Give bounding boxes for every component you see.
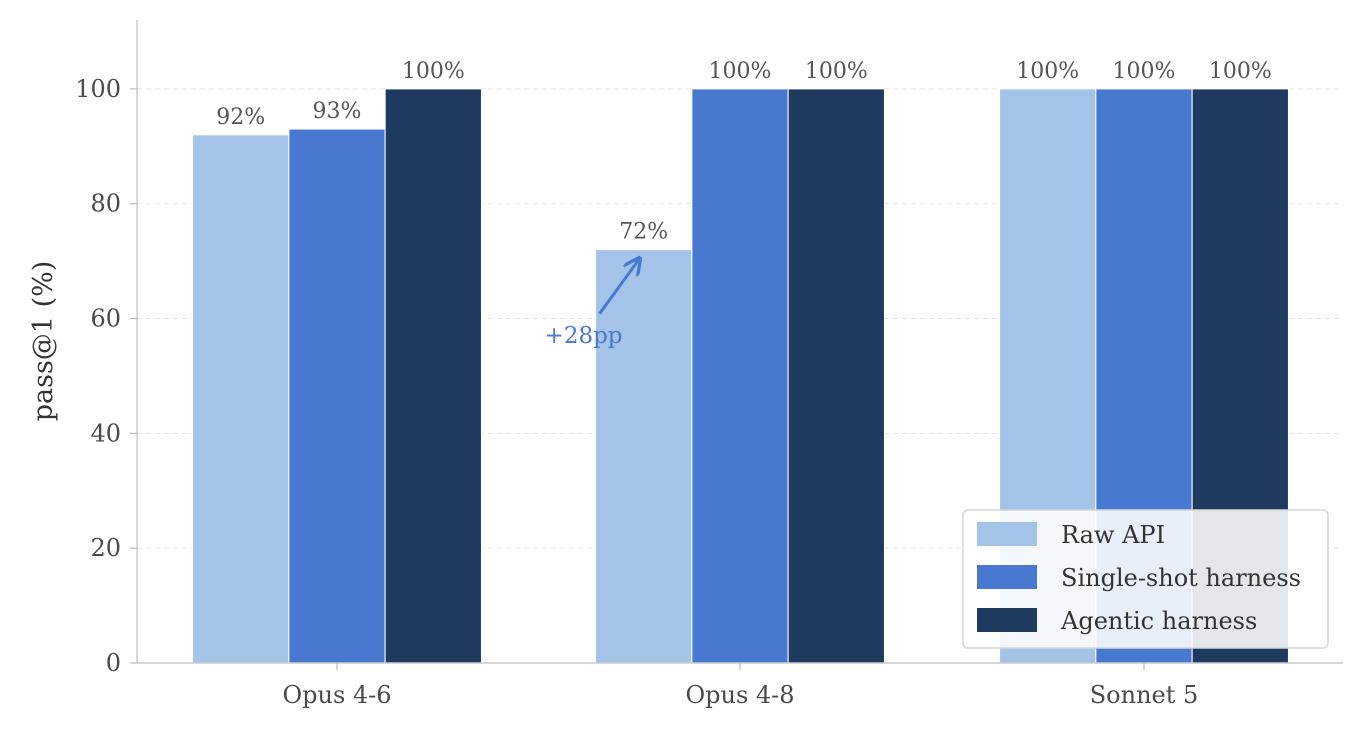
legend-entry-label: Agentic harness: [1060, 607, 1257, 635]
legend: Raw API Single-shot harness Agentic harnes…: [962, 509, 1329, 649]
legend-entry-label: Raw API: [1061, 521, 1165, 549]
x-tick-label: Sonnet 5: [1090, 681, 1199, 709]
y-tick-label: 80: [90, 190, 121, 218]
y-tick-label: 0: [106, 649, 121, 677]
bar: [288, 128, 386, 664]
bar-value-label: 100%: [805, 59, 868, 84]
bar: [384, 88, 482, 664]
x-tick-label: Opus 4-8: [685, 681, 794, 709]
bar-value-label: 93%: [313, 99, 362, 124]
y-tick-label: 20: [90, 534, 121, 562]
y-tick-label: 40: [90, 419, 121, 447]
x-tick-label: Opus 4-6: [282, 681, 391, 709]
annotation-arrow: [598, 260, 639, 315]
bar-value-label: 92%: [216, 105, 265, 130]
bar-value-label: 100%: [1113, 59, 1176, 84]
bar: [691, 88, 789, 664]
bar: [595, 249, 693, 664]
annotations: +28pp: [545, 260, 639, 349]
legend-swatch: [977, 522, 1037, 546]
y-tick-label: 100: [75, 75, 121, 103]
annotation-text: +28pp: [545, 323, 623, 349]
legend-box: [962, 509, 1329, 649]
y-ticks: 0 20 40 60 80 100: [75, 75, 137, 677]
bar-value-label: 100%: [709, 59, 772, 84]
bar: [192, 134, 290, 664]
legend-entry-label: Single-shot harness: [1061, 564, 1301, 592]
bar: [787, 88, 885, 664]
bar-value-label: 100%: [1016, 59, 1079, 84]
bar-value-label: 100%: [1209, 59, 1272, 84]
data-labels: 92% 93% 100% 72% 100% 100% 100% 100% 100%: [216, 59, 1272, 245]
y-tick-label: 60: [90, 305, 121, 333]
bar-value-label: 72%: [619, 220, 668, 245]
legend-swatch: [977, 565, 1037, 589]
legend-swatch: [977, 608, 1037, 632]
x-ticks: Opus 4-6 Opus 4-8 Sonnet 5: [282, 663, 1198, 709]
bar-value-label: 100%: [402, 59, 465, 84]
y-axis-label: pass@1 (%): [28, 261, 59, 422]
